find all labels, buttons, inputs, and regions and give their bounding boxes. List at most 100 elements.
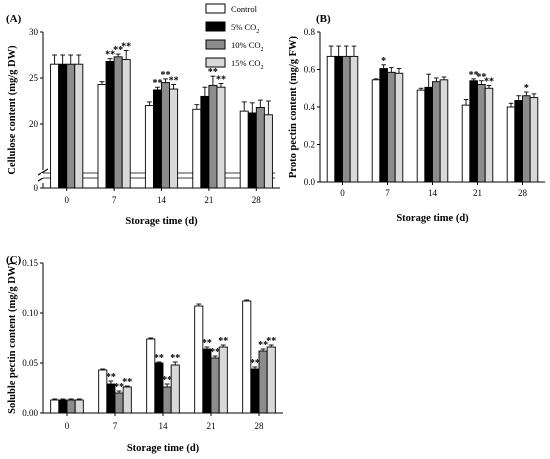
bar-10pct-co2-day-7 [387,71,396,183]
bar-5pct-co2-day-21 [202,348,212,414]
bar-control-day-28 [506,106,516,183]
significance-mark-5pct-co2-day-7: ** [106,372,116,383]
x-tick-label: 14 [428,188,438,198]
y-tick-label: 0.2 [304,140,315,150]
legend-label-control: Control [231,4,258,14]
y-axis-title: Cellulose content (mg/g DW) [7,45,18,175]
significance-mark-15pct-co2-day-14: ** [169,75,179,86]
bar-15pct-co2-day-7 [121,59,131,189]
y-tick-label: 20 [29,119,39,129]
significance-mark-10pct-co2-day-21: ** [476,72,486,83]
y-tick-label: 0.0 [304,177,316,187]
y-tick-label: 0.6 [304,65,316,75]
legend-label-10pct-co2: 10% CO2 [231,40,264,53]
bar-15pct-co2-day-14 [439,79,449,183]
bar-10pct-co2-day-7 [113,56,123,189]
bar-15pct-co2-day-14 [169,88,179,189]
bar-5pct-co2-day-21 [469,80,478,183]
significance-mark-5pct-co2-day-21: ** [202,338,212,349]
bar-control-day-7 [371,79,381,183]
significance-mark-10pct-co2-day-14: ** [162,375,172,386]
x-tick-label: 21 [207,421,216,431]
x-tick-label: 28 [518,188,528,198]
significance-mark-15pct-co2-day-21: ** [216,75,226,86]
bar-control-day-7 [97,83,107,189]
y-tick-label: 25 [29,73,39,83]
significance-mark-5pct-co2-day-7: ** [105,50,115,61]
bar-10pct-co2-day-14 [162,386,172,414]
bar-10pct-co2-day-0 [342,55,351,183]
bar-10pct-co2-day-7 [114,392,124,414]
x-tick-label: 14 [157,195,167,205]
bar-10pct-co2-day-21 [208,84,218,189]
significance-mark-10pct-co2-day-7: ** [113,45,123,56]
bar-control-day-21 [194,305,204,414]
bar-control-day-14 [146,338,156,414]
bar-5pct-co2-day-7 [105,60,115,189]
significance-mark-10pct-co2-day-14: ** [161,70,171,81]
bar-control-day-21 [192,108,202,189]
significance-mark-15pct-co2-day-28: ** [266,336,276,347]
x-tick-label: 7 [385,188,390,198]
y-axis-title: Proto pectin content (mg/g FW) [288,35,299,178]
x-axis-title: Storage time (d) [125,216,198,227]
legend-swatch-5pct-co2 [205,21,226,32]
y-tick-label: 0.10 [22,308,38,318]
y-tick-label: 0.15 [22,258,38,268]
bar-5pct-co2-day-28 [514,99,523,183]
bar-15pct-co2-day-0 [74,399,84,414]
significance-mark-10pct-co2-day-21: ** [208,67,218,78]
significance-mark-5pct-co2-day-14: ** [152,78,162,89]
y-axis-title: Soluble pectin content (mg/g DW) [7,262,18,414]
y-tick-label: 0.4 [304,102,316,112]
x-tick-label: 21 [473,188,482,198]
bar-15pct-co2-day-14 [170,364,180,414]
bar-5pct-co2-day-0 [58,399,68,414]
panel-a-cellulose-chart: (A) 0 20 25 30 Cellulose content (mg/g DW) Sto… [6,13,280,227]
x-tick-label: 0 [64,195,69,205]
significance-mark-15pct-co2-day-7: ** [122,377,132,388]
bar-10pct-co2-day-14 [432,81,441,183]
significance-mark-15pct-co2-day-21: ** [218,336,228,347]
bar-control-day-14 [416,89,426,183]
y-tick-label: 30 [29,27,39,37]
x-tick-label: 28 [255,421,265,431]
bar-5pct-co2-day-0 [334,55,343,183]
bar-control-day-28 [242,300,252,414]
bar-control-day-0 [50,399,60,414]
bar-10pct-co2-day-0 [66,399,76,414]
bar-10pct-co2-day-0 [66,63,76,189]
bar-15pct-co2-day-7 [394,72,404,183]
bar-5pct-co2-day-0 [58,63,68,189]
x-tick-label: 7 [112,195,117,205]
significance-mark-10pct-co2-day-7: ** [114,382,124,393]
bar-5pct-co2-day-28 [247,112,257,189]
bar-control-day-0 [326,55,336,183]
bar-control-day-28 [239,110,249,189]
panel-b-proto-pectin-chart: (B) 0.0 0.2 0.4 0.6 0.8 Proto pectin content (… [288,13,545,224]
x-tick-label: 0 [340,188,345,198]
significance-mark-5pct-co2-day-7: * [381,56,386,67]
bar-5pct-co2-day-28 [250,368,260,414]
bar-15pct-co2-day-28 [263,114,273,189]
bar-15pct-co2-day-7 [122,386,132,414]
legend-swatch-control [205,3,226,14]
bar-10pct-co2-day-28 [258,350,268,414]
bar-5pct-co2-day-7 [379,68,388,183]
panel-c-soluble-pectin-chart: (C) 0.00 0.05 0.10 0.15 Soluble pectin conten… [6,254,283,454]
bar-15pct-co2-day-21 [218,346,228,414]
significance-mark-10pct-co2-day-28: * [524,83,529,94]
y-tick-label: 0 [34,183,39,193]
significance-mark-5pct-co2-day-21: ** [469,70,479,81]
legend-swatch-15pct-co2 [205,57,226,68]
legend-label-5pct-co2: 5% CO2 [231,22,259,35]
y-tick-label: 0.00 [22,408,38,418]
significance-mark-10pct-co2-day-21: ** [210,347,220,358]
x-axis-title: Storage time (d) [396,213,469,224]
y-tick-label: 0.05 [22,358,38,368]
bar-10pct-co2-day-14 [161,82,171,189]
bar-15pct-co2-day-0 [349,55,359,183]
bar-15pct-co2-day-28 [266,346,276,414]
legend: Control 5% CO2 10% CO2 15% CO2 [205,3,264,71]
